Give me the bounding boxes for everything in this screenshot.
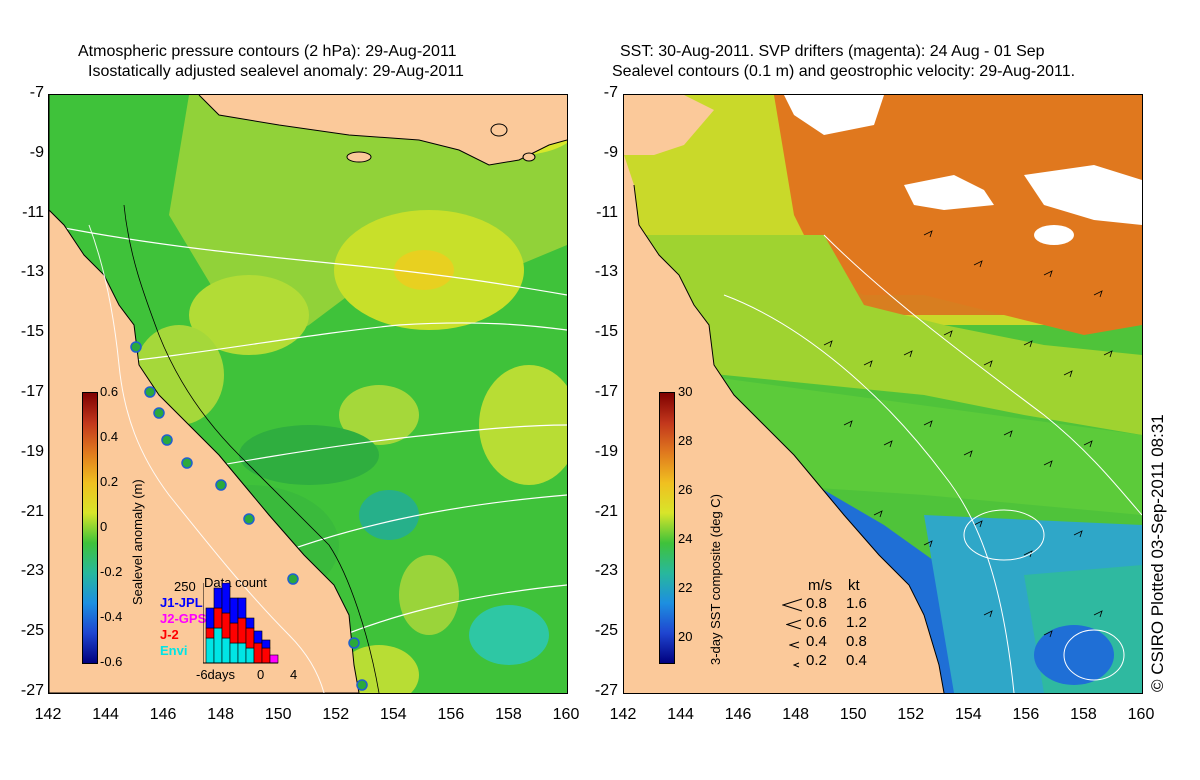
sla-colorbar-tick: 0.4: [100, 429, 119, 444]
sst-colorbar-title: 3-day SST composite (deg C): [708, 494, 723, 665]
right-y-tick-label: -17: [594, 383, 618, 400]
velocity-kt-value: 1.6: [846, 595, 867, 612]
sla-colorbar-tick: -0.6: [100, 654, 123, 669]
sla-colorbar: [82, 392, 98, 664]
data-count-inset: 250 Data count J1-JPL J2-GPS J-2 Envi -6day…: [160, 575, 300, 685]
right-title-line2: Sealevel contours (0.1 m) and geostrophi…: [612, 63, 1076, 80]
left-y-tick-label: -7: [29, 84, 44, 101]
sla-colorbar-tick: 0: [100, 519, 108, 534]
sla-colorbar-tick: -0.2: [100, 564, 123, 579]
sst-colorbar-tick: 20: [678, 629, 693, 645]
sla-colorbar-title: Sealevel anomaly (m): [130, 479, 145, 605]
left-x-tick-label: 146: [149, 706, 177, 723]
left-y-tick-label: -15: [20, 323, 44, 341]
sst-field: [624, 95, 1142, 693]
right-y-tick-label: -9: [603, 143, 618, 161]
velocity-ms-value: 0.4: [806, 633, 827, 650]
sst-colorbar-tick: 30: [678, 384, 693, 399]
right-x-tick-label: 152: [897, 706, 925, 723]
right-x-tick-label: 158: [1070, 706, 1097, 723]
left-x-tick-label: 150: [264, 706, 292, 723]
data-count-title: Data count: [204, 575, 267, 590]
right-x-tick-label: 160: [1127, 706, 1155, 723]
sla-colorbar-tick: 0.2: [100, 474, 119, 489]
copyright: © CSIRO Plotted 03-Sep-2011 08:31: [1148, 414, 1167, 692]
sst-colorbar-tick: 28: [678, 433, 693, 449]
velocity-kt-value: 0.8: [846, 633, 867, 650]
left-y-tick-label: -19: [20, 442, 44, 460]
velocity-legend: m/s kt 0.8 1.6 0.6 1.2 0.4 0.8 0.2 0.4: [780, 575, 900, 670]
right-y-tick-label: -23: [594, 562, 618, 580]
velocity-arrow-icon: [792, 655, 801, 673]
left-x-tick-label: 148: [207, 706, 234, 723]
left-x-tick-label: 142: [34, 706, 62, 723]
left-y-tick-label: -9: [29, 143, 44, 161]
left-y-tick-label: -27: [20, 682, 44, 699]
left-x-tick-label: 152: [322, 706, 350, 723]
velocity-ms-value: 0.8: [806, 595, 827, 612]
left-y-tick-label: -23: [20, 562, 44, 580]
right-y-tick-label: -19: [594, 442, 618, 460]
sst-colorbar: [659, 392, 675, 664]
velocity-ms-value: 0.2: [806, 652, 827, 669]
left-x-tick-label: 158: [495, 706, 522, 723]
right-x-tick-label: 146: [724, 706, 752, 723]
right-x-tick-label: 154: [954, 706, 982, 723]
right-y-tick-label: -21: [594, 502, 618, 520]
right-title-line1: SST: 30-Aug-2011. SVP drifters (magenta)…: [620, 43, 1045, 60]
data-count-histogram: [203, 583, 279, 664]
velocity-kt-value: 1.2: [846, 614, 867, 631]
left-x-tick-label: 144: [92, 706, 119, 723]
left-x-tick-label: 156: [437, 706, 465, 723]
data-count-x-start: -6days: [196, 667, 236, 682]
right-x-tick-label: 148: [782, 706, 809, 723]
right-y-tick-label: -7: [603, 84, 618, 101]
left-y-tick-label: -13: [20, 263, 44, 281]
data-count-max: 250: [174, 579, 196, 594]
data-count-x-end: 4: [290, 667, 298, 682]
velocity-header-kt: kt: [848, 577, 860, 594]
satellite-label: J2-GPS: [160, 611, 207, 626]
right-x-tick-label: 142: [609, 706, 637, 723]
satellite-label: J-2: [160, 627, 179, 642]
left-title-line1: Atmospheric pressure contours (2 hPa): 2…: [78, 43, 457, 60]
left-y-tick-label: -25: [20, 622, 44, 640]
left-x-tick-label: 154: [379, 706, 407, 723]
velocity-ms-value: 0.6: [806, 614, 827, 631]
left-y-tick-label: -11: [22, 203, 44, 221]
sla-colorbar-tick: -0.4: [100, 609, 123, 624]
sst-colorbar-tick: 26: [678, 482, 693, 498]
satellite-label: J1-JPL: [160, 595, 203, 610]
velocity-arrow-icon: [788, 636, 801, 654]
left-y-tick-label: -21: [20, 502, 44, 520]
right-x-tick-label: 144: [667, 706, 694, 723]
right-x-tick-label: 150: [839, 706, 867, 723]
sealevel-anomaly-map: [48, 94, 568, 694]
sst-colorbar-tick: 24: [678, 531, 693, 547]
velocity-arrow-icon: [784, 617, 803, 635]
sst-colorbar-tick: 22: [678, 580, 693, 596]
satellite-label: Envi: [160, 643, 188, 658]
right-y-tick-label: -25: [594, 622, 618, 640]
right-y-tick-label: -13: [594, 263, 618, 281]
velocity-arrow-icon: [781, 598, 804, 617]
sealevel-anomaly-field: [49, 95, 567, 693]
data-count-x-zero: 0: [257, 667, 265, 682]
left-x-tick-label: 160: [552, 706, 580, 723]
left-y-tick-label: -17: [20, 383, 44, 400]
left-title-line2: Isostatically adjusted sealevel anomaly:…: [88, 63, 464, 80]
sst-map: [623, 94, 1143, 694]
right-y-tick-label: -15: [594, 323, 618, 341]
right-x-tick-label: 156: [1012, 706, 1040, 723]
right-y-tick-label: -27: [594, 682, 618, 699]
sla-colorbar-tick: 0.6: [100, 384, 119, 399]
velocity-kt-value: 0.4: [846, 652, 867, 669]
velocity-header-ms: m/s: [808, 577, 833, 594]
right-y-tick-label: -11: [596, 203, 618, 221]
